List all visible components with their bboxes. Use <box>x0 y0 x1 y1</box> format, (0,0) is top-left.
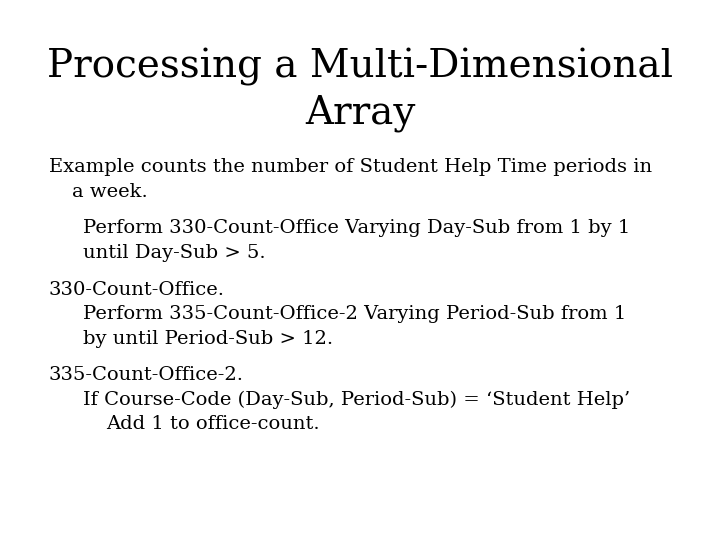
Text: a week.: a week. <box>72 183 148 201</box>
Text: 330-Count-Office.: 330-Count-Office. <box>49 281 225 299</box>
Text: 335-Count-Office-2.: 335-Count-Office-2. <box>49 366 244 384</box>
Text: Example counts the number of Student Help Time periods in: Example counts the number of Student Hel… <box>49 158 652 177</box>
Text: Array: Array <box>305 94 415 132</box>
Text: until Day-Sub > 5.: until Day-Sub > 5. <box>83 244 266 262</box>
Text: Processing a Multi-Dimensional: Processing a Multi-Dimensional <box>47 49 673 86</box>
Text: Add 1 to office-count.: Add 1 to office-count. <box>107 415 320 433</box>
Text: Perform 335-Count-Office-2 Varying Period-Sub from 1: Perform 335-Count-Office-2 Varying Perio… <box>83 305 626 323</box>
Text: by until Period-Sub > 12.: by until Period-Sub > 12. <box>83 329 333 348</box>
Text: Perform 330-Count-Office Varying Day-Sub from 1 by 1: Perform 330-Count-Office Varying Day-Sub… <box>83 219 630 238</box>
Text: If Course-Code (Day-Sub, Period-Sub) = ‘Student Help’: If Course-Code (Day-Sub, Period-Sub) = ‘… <box>83 390 630 409</box>
